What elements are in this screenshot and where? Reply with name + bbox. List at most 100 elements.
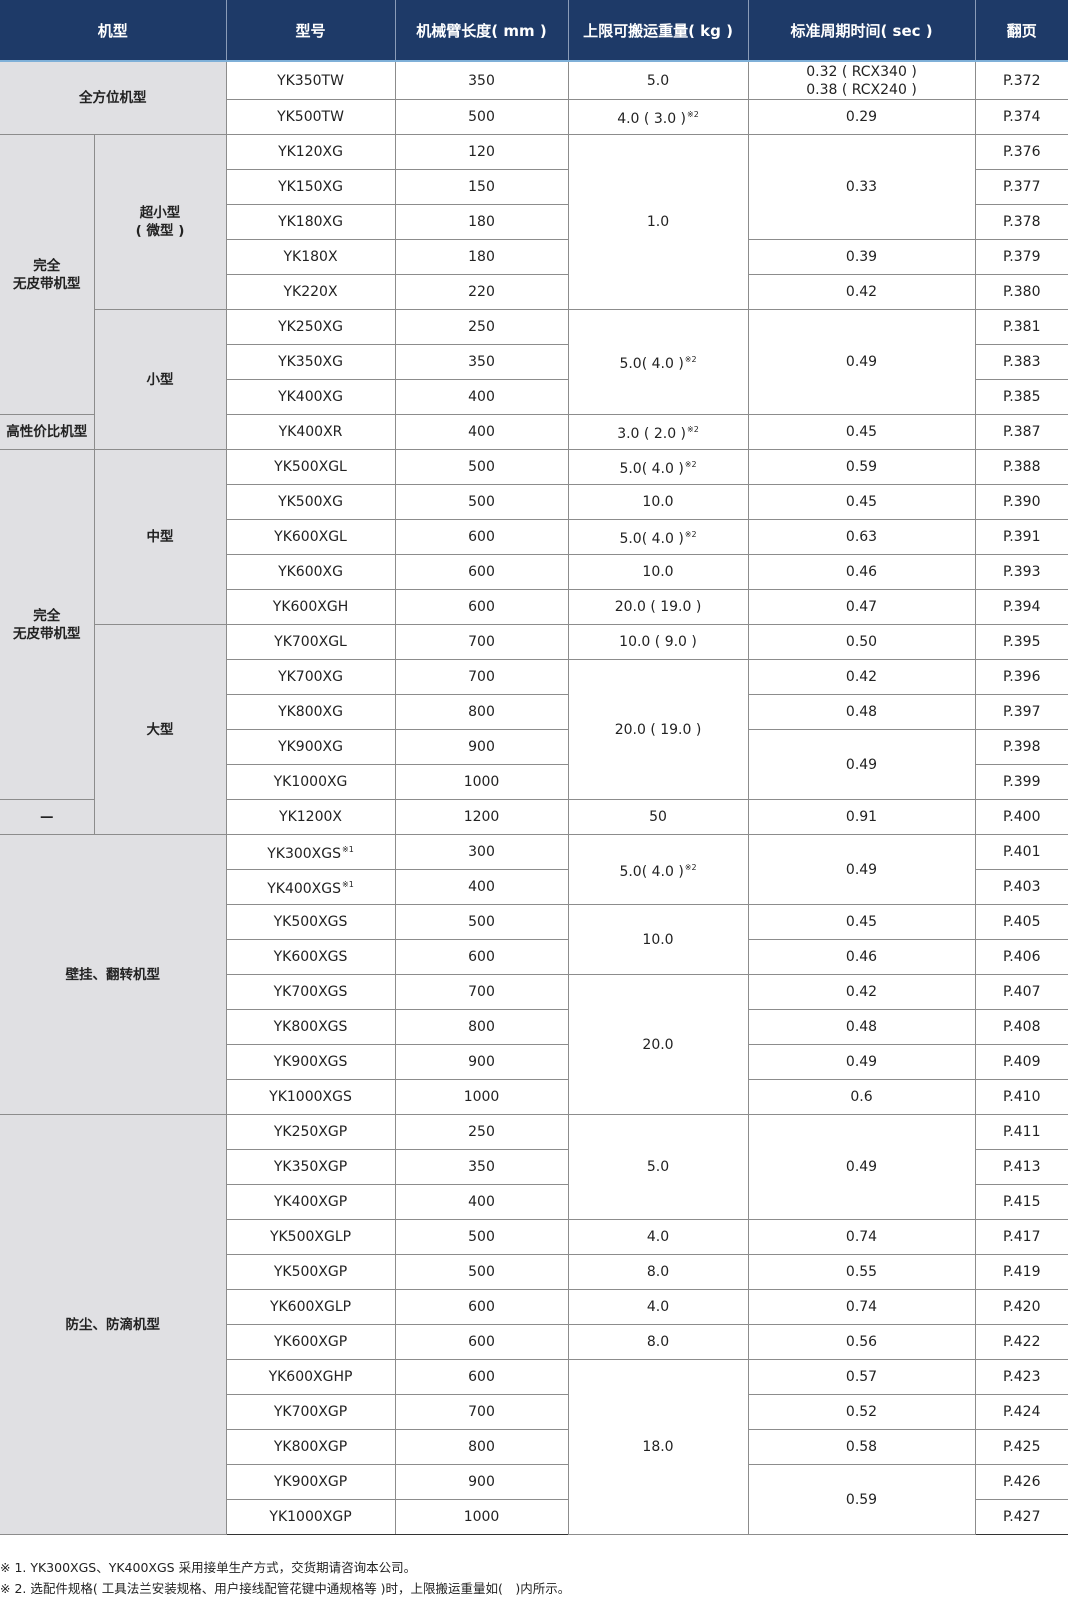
category-cell: 壁挂、翻转机型 <box>0 834 227 1115</box>
payload-value: 10.0 <box>642 494 674 510</box>
payload-footnote-mark: ※2 <box>684 355 697 364</box>
page-link[interactable]: P.423 <box>974 1359 1068 1395</box>
page-link[interactable]: P.427 <box>974 1499 1068 1535</box>
page-link[interactable]: P.383 <box>974 344 1068 380</box>
cycle-time-cell: 0.42 <box>747 659 976 695</box>
header-payload: 上限可搬运重量( kg ) <box>567 0 749 62</box>
model-name: YK400XGP <box>273 1194 348 1210</box>
table-row: 高性价比机型 YK400XR 400 3.0 ( 2.0 )※2 0.45 P.387 <box>0 414 1068 450</box>
model-name: YK1000XGP <box>269 1509 352 1525</box>
page-link[interactable]: P.381 <box>974 309 1068 345</box>
arm-length-cell: 1200 <box>394 799 569 835</box>
model-name: YK500XGS <box>273 914 348 930</box>
page-link[interactable]: P.424 <box>974 1394 1068 1430</box>
table-row: YK500XGS 500 10.0 0.45 P.405 <box>0 904 1068 975</box>
page-link[interactable]: P.401 <box>974 834 1068 870</box>
page-link[interactable]: P.417 <box>974 1219 1068 1255</box>
page-link[interactable]: P.405 <box>974 904 1068 940</box>
page-link[interactable]: P.426 <box>974 1464 1068 1500</box>
payload-value: 8.0 <box>646 1264 670 1280</box>
table-row: YK900XG 900 0.49 P.398 <box>0 729 1068 800</box>
model-name: YK700XG <box>278 669 343 685</box>
payload-cell: 5.0( 4.0 )※2 <box>567 309 749 415</box>
model-name: YK250XG <box>278 319 343 335</box>
page-link[interactable]: P.406 <box>974 939 1068 975</box>
page-link[interactable]: P.399 <box>974 764 1068 800</box>
model-name: YK600XGLP <box>269 1299 352 1315</box>
model-cell: YK400XGP <box>226 1184 396 1220</box>
page-link[interactable]: P.415 <box>974 1184 1068 1220</box>
page-link[interactable]: P.393 <box>974 554 1068 590</box>
arm-length-cell: 600 <box>394 589 569 625</box>
model-name: YK220X <box>283 284 338 300</box>
arm-length-cell: 700 <box>394 974 569 1010</box>
model-footnote-mark: ※1 <box>342 845 354 854</box>
page-link[interactable]: P.419 <box>974 1254 1068 1290</box>
arm-length-cell: 350 <box>394 344 569 380</box>
payload-cell: 10.0 <box>567 554 749 590</box>
cycle-time-cell: 0.49 <box>747 309 976 415</box>
page-link[interactable]: P.391 <box>974 519 1068 555</box>
page-link[interactable]: P.407 <box>974 974 1068 1010</box>
cycle-time-cell: 0.49 <box>747 1114 976 1220</box>
page-link[interactable]: P.374 <box>974 99 1068 135</box>
page-link[interactable]: P.403 <box>974 869 1068 905</box>
payload-value: 10.0 <box>642 564 674 580</box>
page-link[interactable]: P.425 <box>974 1429 1068 1465</box>
arm-length-cell: 400 <box>394 869 569 905</box>
footnote-2: ※ 2. 选配件规格( 工具法兰安装规格、用户接线配管花键中通规格等 )时，上限… <box>0 1581 571 1596</box>
cycle-time-cell: 0.33 <box>747 134 976 240</box>
header-cycle-time: 标准周期时间( sec ) <box>747 0 976 62</box>
model-cell: YK600XGP <box>226 1324 396 1360</box>
page-link[interactable]: P.394 <box>974 589 1068 625</box>
cycle-time-cell: 0.6 <box>747 1079 976 1115</box>
payload-cell: 4.0 <box>567 1289 749 1325</box>
page-link[interactable]: P.379 <box>974 239 1068 275</box>
page-link[interactable]: P.411 <box>974 1114 1068 1150</box>
page-link[interactable]: P.372 <box>974 60 1068 100</box>
page-link[interactable]: P.410 <box>974 1079 1068 1115</box>
page-link[interactable]: P.397 <box>974 694 1068 730</box>
page-link[interactable]: P.400 <box>974 799 1068 835</box>
table-row: YK800XGS 800 0.48 P.408 <box>0 1009 1068 1045</box>
model-cell: YK600XGL <box>226 519 396 555</box>
table-row: YK600XGL 600 5.0( 4.0 )※2 0.63 P.391 <box>0 519 1068 555</box>
payload-cell: 10.0 ( 9.0 ) <box>567 624 749 660</box>
category-cell: 完全 无皮带机型 <box>0 134 95 415</box>
model-name: YK150XG <box>278 179 343 195</box>
model-name: YK500XGP <box>273 1264 348 1280</box>
payload-value: 10.0 ( 9.0 ) <box>619 634 697 650</box>
page-link[interactable]: P.396 <box>974 659 1068 695</box>
model-name: YK500XGLP <box>269 1229 352 1245</box>
arm-length-cell: 800 <box>394 1429 569 1465</box>
table-row: YK400XGP 400 P.415 <box>0 1184 1068 1220</box>
page-link[interactable]: P.390 <box>974 484 1068 520</box>
model-name: YK400XG <box>278 389 343 405</box>
payload-cell: 1.0 <box>567 134 749 310</box>
model-name: YK900XG <box>278 739 343 755</box>
cycle-time-cell: 0.74 <box>747 1289 976 1325</box>
cycle-time-cell: 0.59 <box>747 449 976 485</box>
model-cell: YK600XGS <box>226 939 396 975</box>
page-link[interactable]: P.388 <box>974 449 1068 485</box>
page-link[interactable]: P.398 <box>974 729 1068 765</box>
page-link[interactable]: P.377 <box>974 169 1068 205</box>
page-link[interactable]: P.409 <box>974 1044 1068 1080</box>
model-cell: YK400XGS※1 <box>226 869 396 905</box>
page-link[interactable]: P.378 <box>974 204 1068 240</box>
page-link[interactable]: P.413 <box>974 1149 1068 1185</box>
subcategory-cell: 超小型 ( 微型 ) <box>93 134 227 310</box>
page-link[interactable]: P.422 <box>974 1324 1068 1360</box>
model-name: YK180XG <box>278 214 343 230</box>
page-link[interactable]: P.385 <box>974 379 1068 415</box>
page-link[interactable]: P.387 <box>974 414 1068 450</box>
table-row: YK350XGP 350 P.413 <box>0 1149 1068 1185</box>
arm-length-cell: 180 <box>394 239 569 275</box>
page-link[interactable]: P.408 <box>974 1009 1068 1045</box>
table-row: YK1000XG 1000 P.399 <box>0 764 1068 800</box>
page-link[interactable]: P.380 <box>974 274 1068 310</box>
payload-cell: 50 <box>567 799 749 835</box>
page-link[interactable]: P.395 <box>974 624 1068 660</box>
page-link[interactable]: P.376 <box>974 134 1068 170</box>
page-link[interactable]: P.420 <box>974 1289 1068 1325</box>
